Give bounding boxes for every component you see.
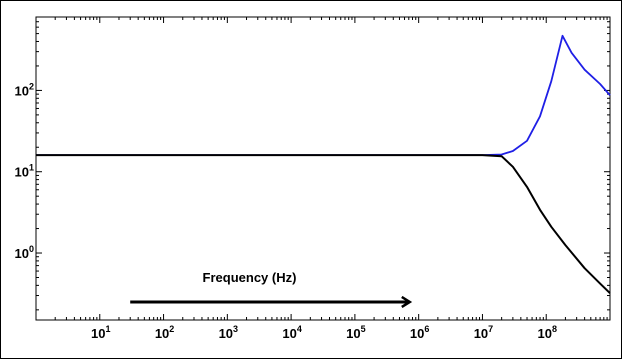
frequency-label: Frequency (Hz) (203, 270, 297, 285)
y-tick-label: 102 (15, 81, 34, 98)
x-tick-label: 107 (474, 324, 493, 341)
series-lines (36, 34, 611, 294)
y-tick-label: 101 (15, 163, 34, 180)
x-tick-label: 102 (155, 324, 174, 341)
x-tick-label: 108 (537, 324, 556, 341)
x-tick-label: 104 (282, 324, 301, 341)
y-tick-label: 100 (15, 244, 34, 261)
axis-ticks (35, 16, 610, 320)
x-tick-label: 101 (91, 324, 110, 341)
y-tick-labels: 100 101 102 (15, 81, 34, 261)
x-tick-label: 105 (346, 324, 365, 341)
plot-area (35, 16, 611, 321)
x-tick-label: 103 (219, 324, 238, 341)
x-tick-label: 106 (410, 324, 429, 341)
series-line-blue (36, 34, 611, 157)
annotations: Frequency (Hz) (130, 270, 409, 302)
x-tick-labels: 101 102 103 104 105 106 107 108 (91, 324, 557, 341)
series-line-black (36, 154, 611, 294)
